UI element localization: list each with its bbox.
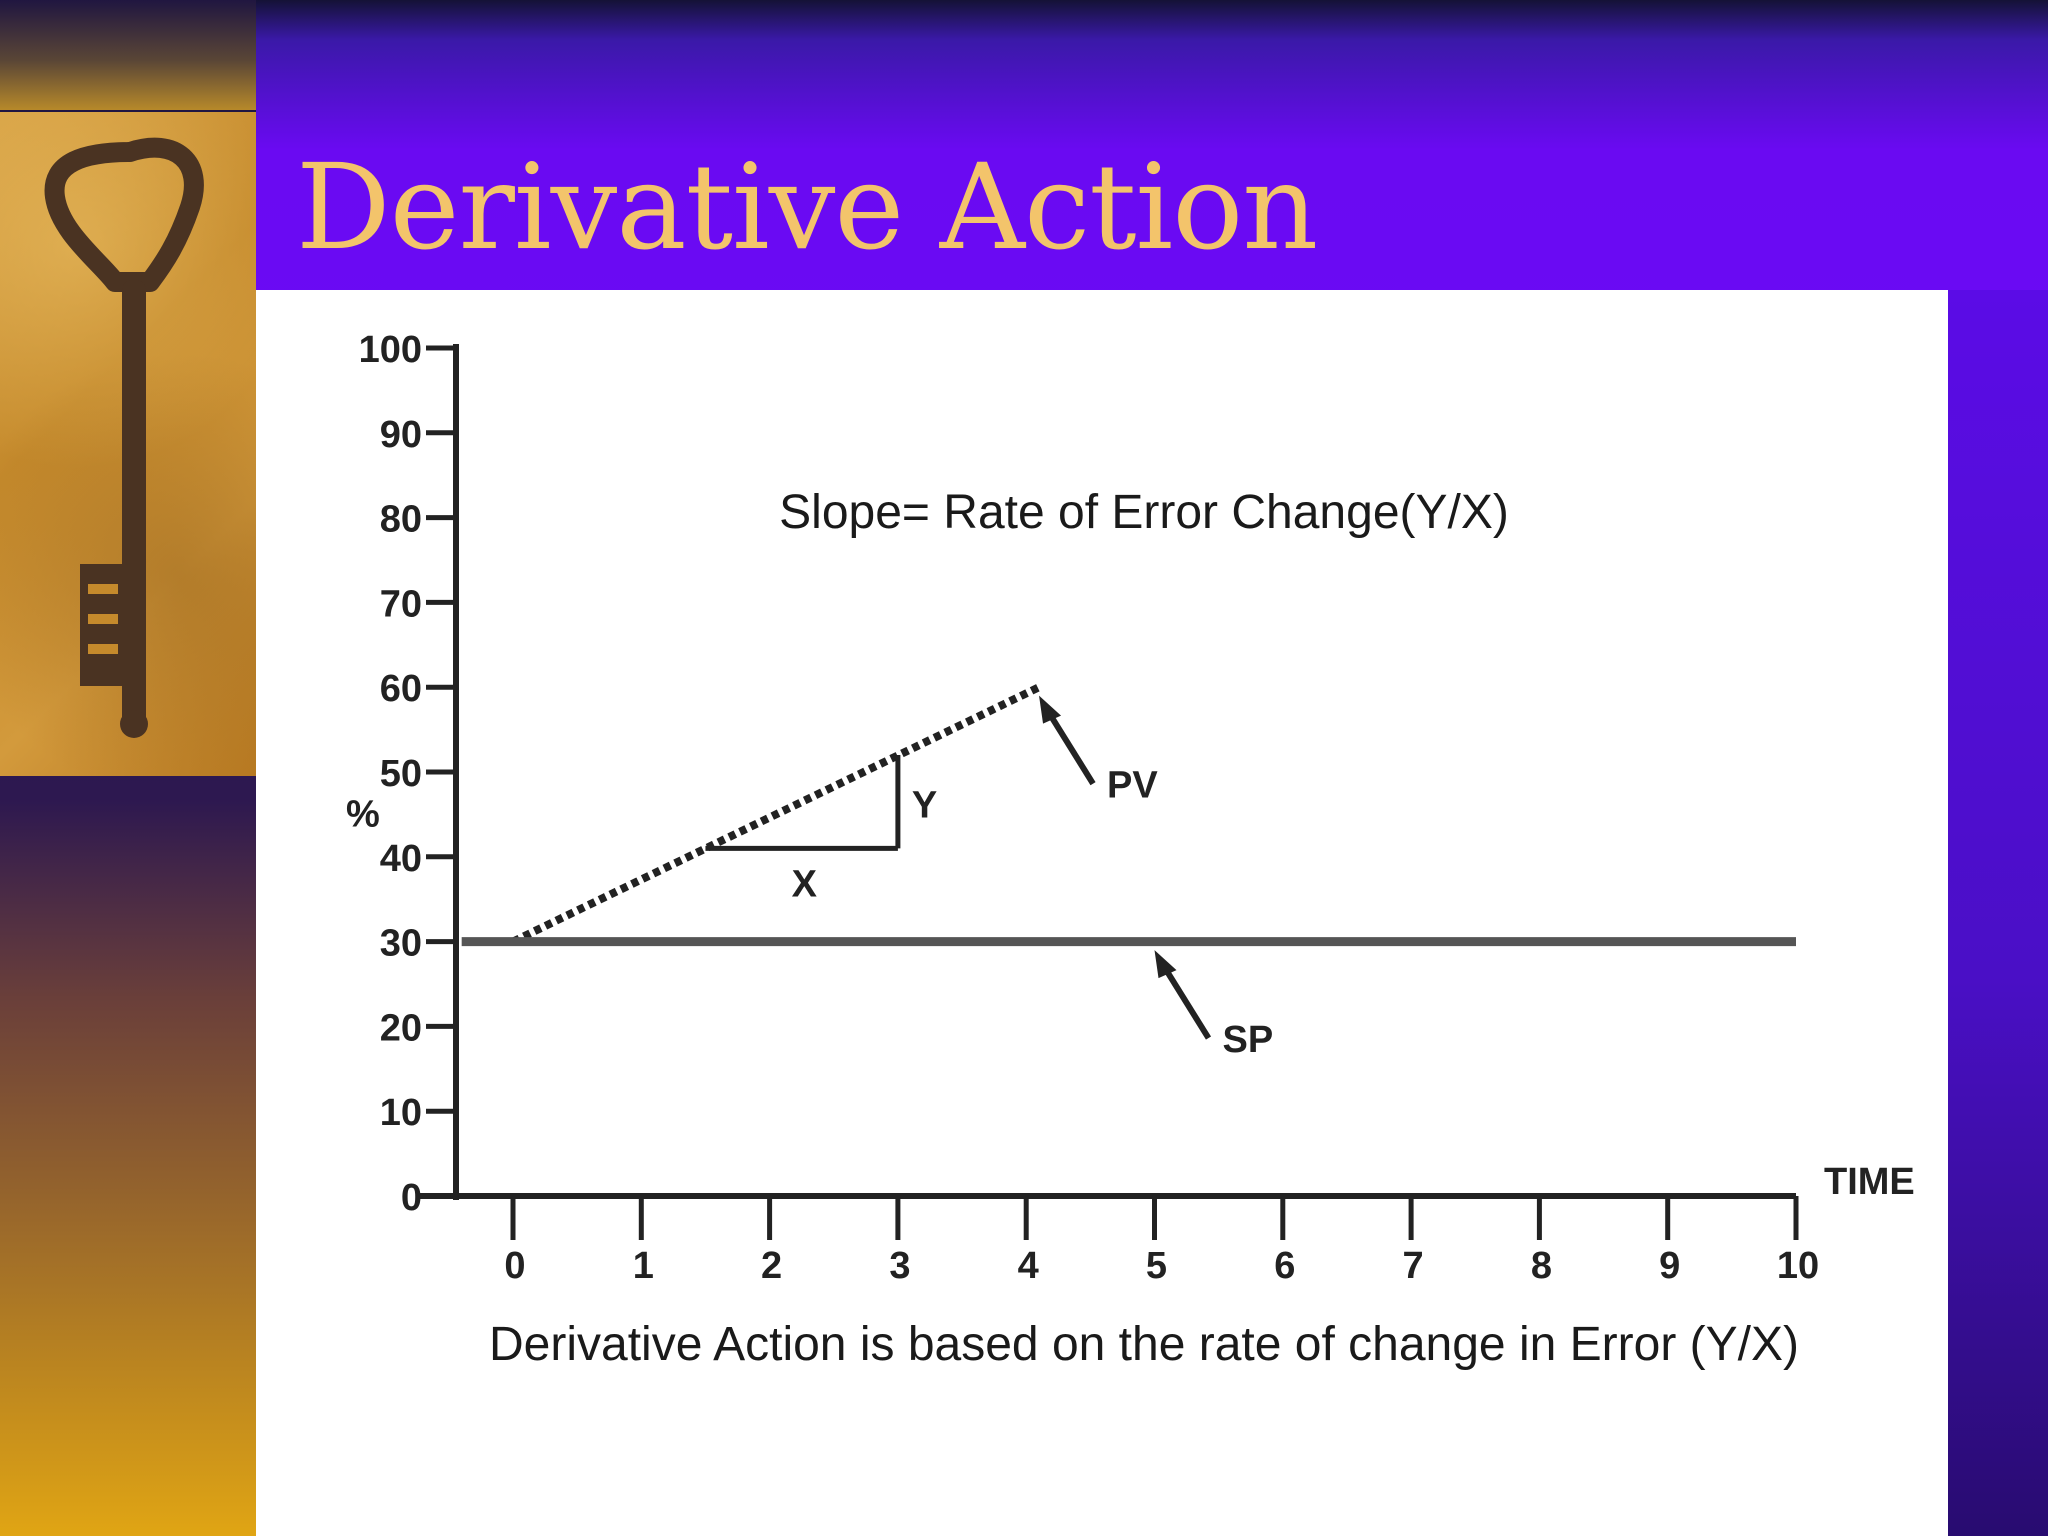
chart-caption: Derivative Action is based on the rate o… (489, 1318, 1799, 1371)
chart-panel: Slope= Rate of Error Change(Y/X) Derivat… (256, 290, 1948, 1536)
key-photo (0, 112, 256, 776)
slide-title: Derivative Action (296, 138, 1318, 276)
y-tick-label-90: 90 (380, 414, 422, 456)
y-tick-label-10: 10 (380, 1092, 422, 1134)
x-axis-label: TIME (1824, 1161, 1915, 1203)
x-tick-label-9: 9 (1659, 1245, 1680, 1287)
arrow-label-pv: PV (1107, 765, 1158, 807)
key-icon (44, 137, 204, 738)
y-tick-label-70: 70 (380, 583, 422, 625)
x-tick-label-5: 5 (1146, 1245, 1167, 1287)
y-tick-label-100: 100 (359, 329, 422, 371)
chart: Slope= Rate of Error Change(Y/X) Derivat… (346, 329, 1915, 1371)
slope-rise-label: Y (912, 785, 937, 827)
arrow-head-sp (1154, 950, 1177, 979)
y-tick-label-60: 60 (380, 668, 422, 710)
chart-series (461, 683, 1796, 947)
y-tick-label-30: 30 (380, 923, 422, 965)
y-tick-label-40: 40 (380, 838, 422, 880)
x-tick-label-8: 8 (1531, 1245, 1552, 1287)
left-bar-top-gradient (0, 0, 256, 110)
y-tick-label-0: 0 (401, 1177, 422, 1219)
slope-run-label: X (792, 863, 818, 905)
arrow-head-pv (1039, 695, 1062, 724)
x-tick-label-2: 2 (761, 1245, 782, 1287)
arrow-line-sp (1159, 962, 1212, 1040)
x-tick-label-0: 0 (504, 1245, 525, 1287)
x-tick-label-4: 4 (1018, 1245, 1039, 1287)
arrow-label-sp: SP (1223, 1019, 1274, 1061)
series-line-pv (511, 683, 1041, 946)
slide-right-edge (1948, 290, 2048, 1536)
arrow-line-pv (1044, 708, 1096, 786)
chart-annotations: X Y PV SP (705, 695, 1274, 1061)
y-tick-label-80: 80 (380, 499, 422, 541)
x-tick-label-3: 3 (889, 1245, 910, 1287)
x-tick-label-10: 10 (1777, 1245, 1819, 1287)
y-tick-label-20: 20 (380, 1007, 422, 1049)
x-tick-label-1: 1 (633, 1245, 654, 1287)
x-tick-label-7: 7 (1403, 1245, 1424, 1287)
x-tick-label-6: 6 (1274, 1245, 1295, 1287)
chart-title: Slope= Rate of Error Change(Y/X) (779, 486, 1509, 539)
y-tick-label-50: 50 (380, 753, 422, 795)
y-axis-label: % (346, 793, 380, 835)
